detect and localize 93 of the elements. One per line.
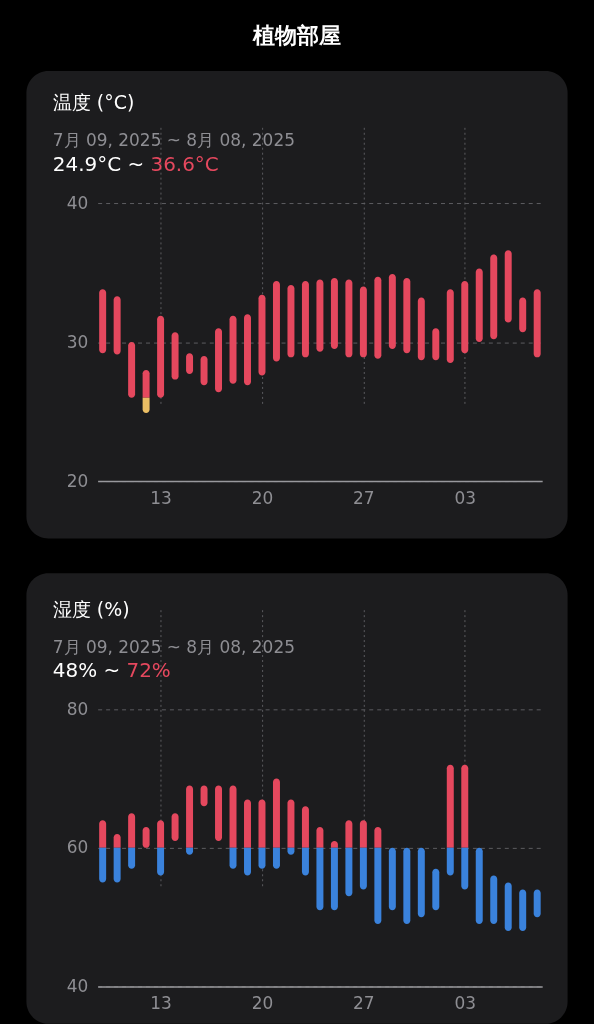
- bar: [475, 847, 483, 925]
- bar: [301, 806, 309, 848]
- bar: [316, 827, 324, 848]
- bar: [244, 314, 251, 386]
- bar: [287, 285, 295, 358]
- bar: [128, 813, 136, 848]
- text: 48% ~: [52, 659, 121, 683]
- bar: [533, 289, 541, 358]
- bar: [258, 847, 266, 869]
- bar: [461, 764, 469, 848]
- bar: [504, 250, 512, 323]
- y-tick-label: 80: [66, 698, 89, 719]
- bar: [388, 273, 396, 350]
- bar: [99, 820, 107, 848]
- bar: [359, 847, 367, 890]
- text: 植物部屋: [251, 22, 341, 48]
- x-tick-label: 13: [150, 992, 172, 1013]
- bar: [157, 847, 165, 876]
- bar: [229, 785, 237, 848]
- bar: [99, 847, 107, 883]
- text: 72%: [126, 659, 171, 683]
- bar: [316, 847, 324, 911]
- bar: [374, 276, 382, 359]
- bar: [157, 315, 165, 398]
- x-tick-label: 27: [353, 992, 375, 1013]
- bar: [417, 847, 425, 918]
- bar: [359, 820, 367, 848]
- bar: [215, 785, 223, 841]
- bar: [142, 369, 150, 398]
- bar: [446, 289, 454, 363]
- x-tick-label: 03: [454, 487, 477, 508]
- x-tick-label: 03: [454, 992, 477, 1013]
- x-tick-label: 20: [251, 487, 274, 508]
- bar: [446, 847, 454, 876]
- chart-subtitle: 7月 09, 2025 ~ 8月 08, 2025: [52, 636, 295, 657]
- bar: [258, 799, 266, 848]
- bar: [461, 280, 469, 354]
- bar: [330, 847, 338, 911]
- y-tick-label: 60: [66, 837, 89, 858]
- bar: [446, 764, 454, 848]
- chart-subtitle: 7月 09, 2025 ~ 8月 08, 2025: [52, 130, 295, 151]
- bar: [171, 332, 179, 380]
- y-tick-label: 20: [66, 470, 89, 491]
- bar: [113, 847, 121, 883]
- y-tick-label: 40: [66, 192, 89, 213]
- x-tick-label: 20: [251, 992, 274, 1013]
- bar: [316, 279, 324, 352]
- text: 24.9°C ~: [52, 153, 145, 177]
- bar: [345, 820, 353, 848]
- bar: [157, 820, 165, 848]
- bar: [374, 847, 382, 925]
- bar: [287, 799, 295, 848]
- y-tick-label: 30: [66, 331, 89, 352]
- bar: [128, 847, 136, 869]
- bar: [388, 847, 396, 911]
- bar: [272, 778, 280, 848]
- chart-title: 温度 (°C): [52, 91, 135, 114]
- bar: [432, 328, 440, 361]
- bar: [359, 286, 367, 358]
- bar: [504, 882, 512, 931]
- text: 36.6°C: [150, 153, 219, 177]
- bar: [99, 289, 107, 354]
- x-tick-label: 13: [150, 487, 172, 508]
- bar: [403, 847, 411, 925]
- bar: [258, 294, 266, 376]
- bar: [244, 799, 251, 848]
- bar: [475, 268, 483, 343]
- x-tick-label: 27: [353, 487, 375, 508]
- bar: [186, 785, 194, 848]
- bar: [301, 847, 309, 876]
- bar: [229, 847, 237, 869]
- bar: [345, 847, 353, 897]
- bar: [417, 297, 425, 361]
- bar: [490, 875, 498, 925]
- bar: [301, 280, 309, 358]
- bar: [330, 278, 338, 350]
- bar: [215, 328, 223, 393]
- bar: [519, 889, 527, 931]
- bar: [461, 847, 469, 890]
- bar: [272, 847, 280, 869]
- bar: [519, 297, 527, 333]
- bar: [374, 827, 382, 848]
- bar: [244, 847, 251, 876]
- bar: [113, 296, 121, 355]
- bar: [432, 868, 440, 911]
- chart-title: 湿度 (%): [52, 597, 130, 620]
- bar: [345, 279, 353, 358]
- bar: [490, 254, 498, 340]
- bar: [272, 280, 280, 362]
- bar: [229, 315, 237, 384]
- bar: [403, 278, 411, 354]
- y-tick-label: 40: [66, 975, 89, 996]
- bar: [128, 342, 136, 398]
